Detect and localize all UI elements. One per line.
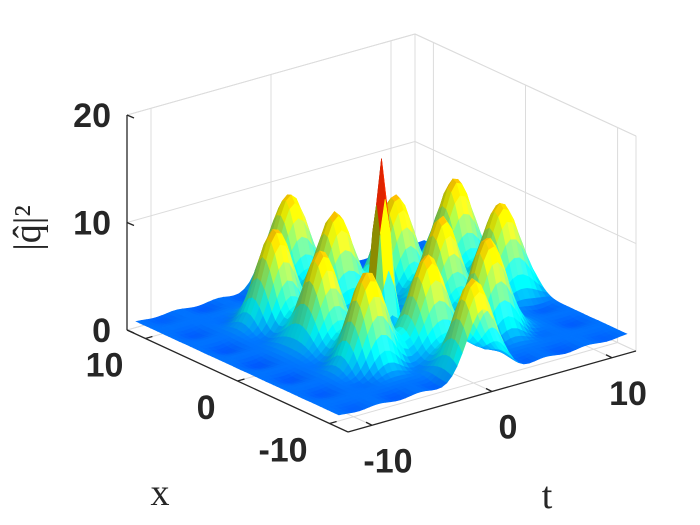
t-tick-mark xyxy=(365,421,373,426)
x-tick-label: 10 xyxy=(86,347,124,385)
z-axis-label: |q̂|² xyxy=(7,205,49,251)
surface-patch xyxy=(334,412,345,416)
z-tick-label: 0 xyxy=(92,312,111,350)
t-tick-mark xyxy=(485,387,493,393)
z-tick-mark xyxy=(126,221,135,227)
t-axis-label: t xyxy=(542,475,553,517)
x-tick-mark xyxy=(145,335,153,340)
t-tick-label: 0 xyxy=(499,409,518,447)
x-tick-label: -10 xyxy=(258,432,307,470)
t-tick-mark xyxy=(605,354,613,359)
t-tick-label: -10 xyxy=(363,442,412,480)
z-tick-label: 10 xyxy=(73,205,111,243)
surface-mesh xyxy=(135,158,628,416)
t-tick-label: 10 xyxy=(609,375,647,413)
x-tick-mark xyxy=(237,378,245,382)
x-tick-mark xyxy=(329,420,337,425)
z-tick-label: 20 xyxy=(73,97,111,135)
x-axis-label: x xyxy=(151,472,170,514)
x-grid-line xyxy=(329,342,618,424)
axes-lines xyxy=(126,114,637,433)
z-tick-mark xyxy=(126,114,135,119)
z-tick-mark xyxy=(126,329,135,334)
x-tick-label: 0 xyxy=(197,389,216,427)
